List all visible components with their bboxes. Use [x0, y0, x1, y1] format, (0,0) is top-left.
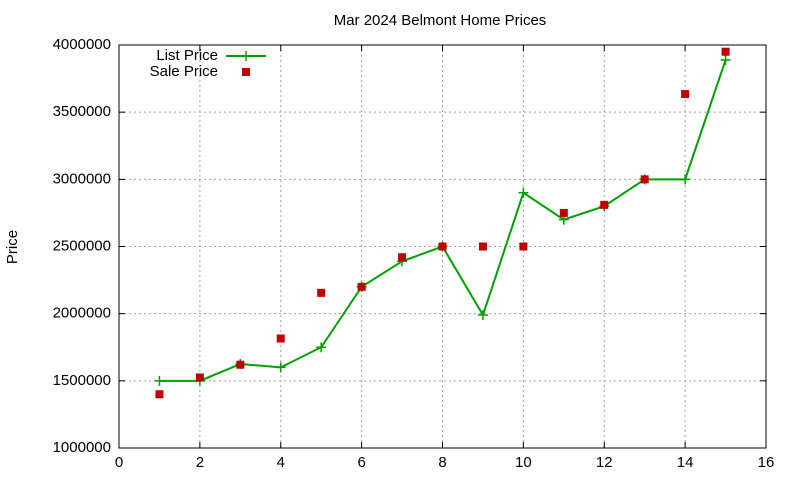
x-tick-label: 4	[277, 454, 285, 471]
point	[681, 90, 690, 99]
y-axis-label: Price	[4, 230, 21, 264]
legend-swatch	[242, 68, 250, 76]
plot-frame	[118, 44, 767, 449]
x-tick-label: 16	[758, 454, 775, 471]
point-marker	[720, 55, 731, 66]
point-marker	[275, 362, 286, 373]
point-marker	[477, 310, 488, 321]
point	[478, 242, 487, 251]
y-tick-label: 1500000	[53, 372, 111, 389]
x-tick-label: 8	[438, 454, 446, 471]
x-tick-label: 10	[515, 454, 532, 471]
point	[317, 288, 326, 297]
point	[276, 334, 285, 343]
point	[600, 200, 609, 209]
point-marker	[154, 375, 165, 386]
point	[357, 282, 366, 291]
y-tick-label: 2000000	[53, 305, 111, 322]
y-tick-label: 3500000	[53, 103, 111, 120]
point-marker	[518, 187, 529, 198]
legend-label: List Price	[156, 47, 218, 64]
point	[398, 253, 407, 262]
point	[155, 390, 164, 399]
x-tick-label: 2	[196, 454, 204, 471]
y-tick-label: 4000000	[53, 36, 111, 53]
point	[559, 208, 568, 217]
x-tick-label: 6	[357, 454, 365, 471]
y-tick-label: 2500000	[53, 237, 111, 254]
x-tick-label: 14	[677, 454, 694, 471]
point	[640, 175, 649, 184]
point	[519, 242, 528, 251]
point	[195, 373, 204, 382]
legend-label: Sale Price	[150, 63, 218, 80]
point	[236, 360, 245, 369]
y-tick-label: 1000000	[53, 439, 111, 456]
point-marker	[680, 174, 691, 185]
x-tick-label: 0	[115, 454, 123, 471]
point-marker	[316, 342, 327, 353]
y-tick-label: 3000000	[53, 170, 111, 187]
point	[438, 242, 447, 251]
x-tick-label: 12	[596, 454, 613, 471]
legend-swatch	[241, 51, 251, 61]
point	[721, 47, 730, 56]
chart-title: Mar 2024 Belmont Home Prices	[334, 12, 547, 29]
